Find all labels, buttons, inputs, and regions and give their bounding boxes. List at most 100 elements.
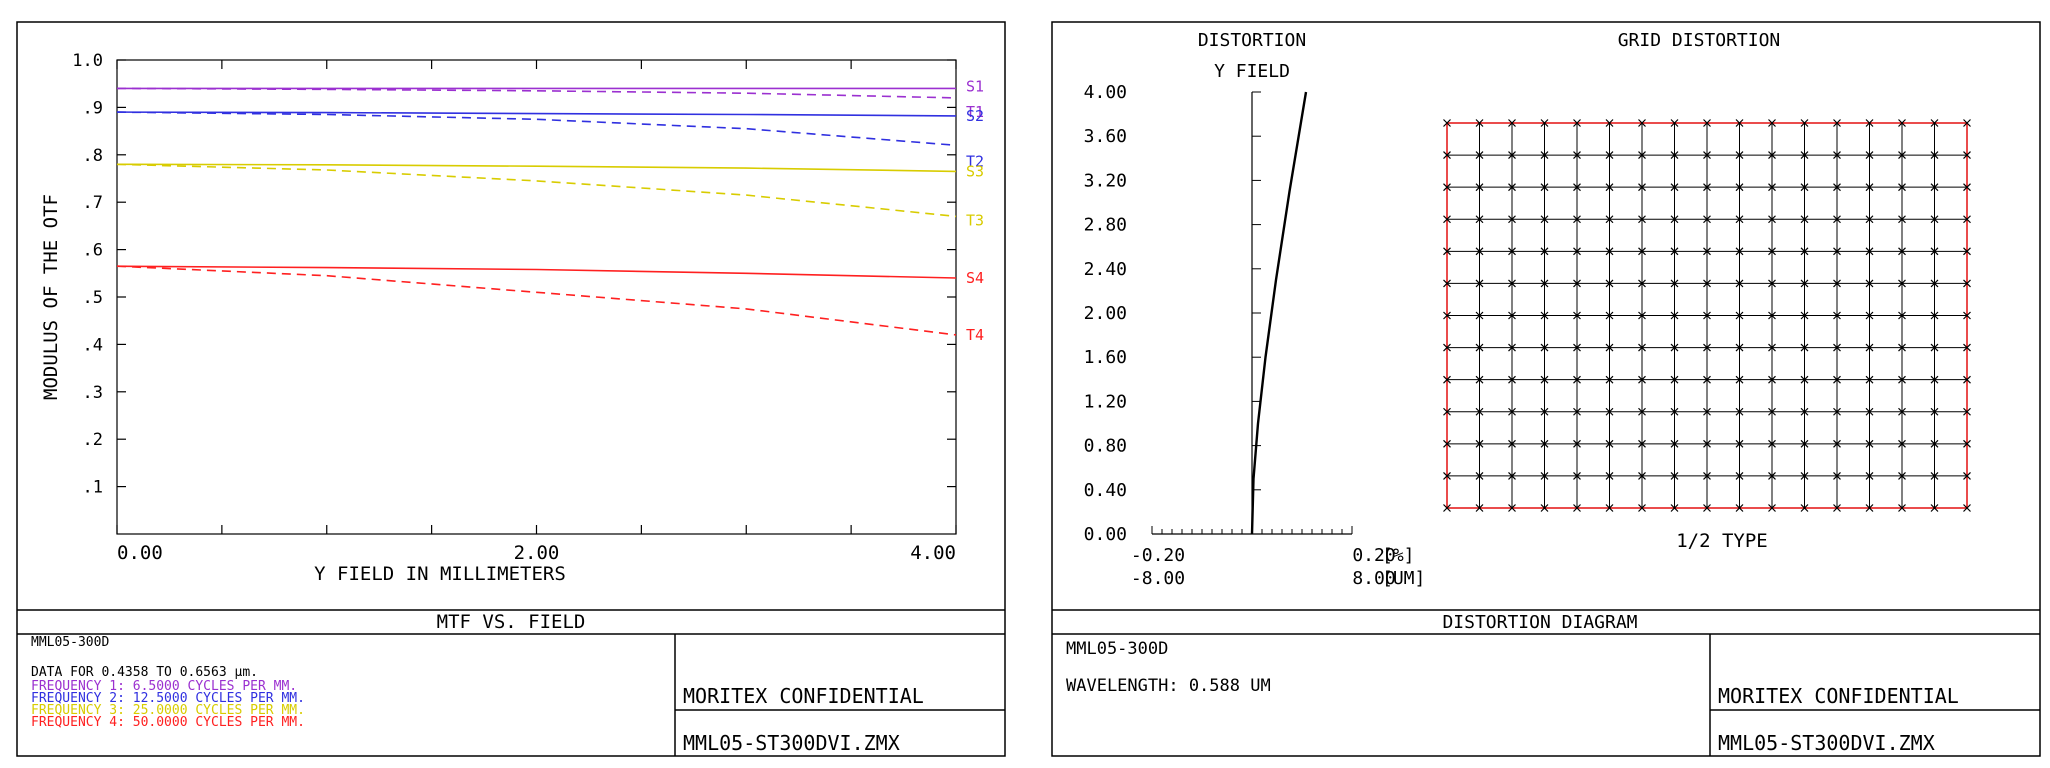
grid-point-marker [1833,439,1841,448]
grid-point-marker [1898,504,1906,512]
grid-point-marker [1963,183,1971,192]
grid-point-marker [1638,375,1646,384]
grid-point-marker [1670,471,1679,480]
grid-point-marker [1930,343,1939,352]
distortion-footer-title: DISTORTION DIAGRAM [1442,612,1637,633]
grid-point-marker [1898,439,1906,448]
grid-point-marker [1540,279,1549,288]
grid-point-marker [1898,471,1906,480]
y-tick-label: 3.60 [1084,126,1127,147]
grid-point-marker [1605,247,1614,256]
frequency-line: FREQUENCY 4: 50.0000 CYCLES PER MM. [31,715,305,730]
grid-point-marker [1443,247,1451,256]
grid-point-marker [1638,151,1646,160]
grid-point-marker [1540,247,1549,256]
frequency-list: FREQUENCY 1: 6.5000 CYCLES PER MM.FREQUE… [31,679,305,730]
grid-point-marker [1703,407,1711,416]
grid-point-marker [1930,247,1939,256]
grid-point-marker [1963,279,1971,288]
grid-point-marker [1443,407,1451,416]
mtf-axes: 1.0 .9 .8 .7 .6 .5 .4 .3 .2 .1 0.00 2.00 4.00 [72,51,957,564]
grid-point-marker [1963,311,1971,320]
grid-point-marker [1573,407,1581,416]
x-tick-label: 2.00 [514,542,560,564]
grid-point-marker [1475,183,1484,192]
mtf-series-line-t4 [116,265,957,336]
grid-point-marker [1898,151,1906,160]
grid-point-marker [1963,439,1971,448]
grid-point-marker [1768,183,1776,192]
grid-point-marker [1573,439,1581,448]
series-label: T4 [966,326,984,344]
y-tick-label: .8 [83,146,103,166]
grid-point-marker [1475,343,1484,352]
grid-point-marker [1703,119,1711,127]
grid-point-marker [1605,504,1614,512]
grid-point-marker [1605,215,1614,224]
mtf-series-line-t3 [116,163,957,218]
grid-point-marker [1703,504,1711,512]
grid-point-marker [1930,439,1939,448]
grid-point-marker [1833,247,1841,256]
grid-point-marker [1443,119,1451,127]
grid-point-marker [1963,343,1971,352]
grid-point-marker [1475,439,1484,448]
grid-point-marker [1508,439,1516,448]
y-tick-label: 0.40 [1084,480,1127,501]
grid-point-marker [1475,215,1484,224]
grid-point-marker [1768,247,1776,256]
grid-point-marker [1443,279,1451,288]
grid-point-marker [1800,471,1809,480]
grid-point-marker [1833,183,1841,192]
grid-point-marker [1898,407,1906,416]
mtf-series-line-t1 [116,87,957,99]
grid-point-marker [1833,279,1841,288]
grid-point-marker [1800,183,1809,192]
series-label: T2 [966,152,984,170]
grid-point-marker [1963,407,1971,416]
grid-point-marker [1475,151,1484,160]
y-tick-label: 2.00 [1084,303,1127,324]
grid-point-marker [1735,343,1744,352]
grid-point-marker [1898,343,1906,352]
grid-point-marker [1508,471,1516,480]
grid-point-marker [1930,215,1939,224]
grid-point-marker [1670,119,1679,127]
grid-point-marker [1963,119,1971,127]
grid-point-marker [1833,343,1841,352]
grid-point-marker [1573,215,1581,224]
series-label: S2 [966,107,984,125]
grid-point-marker [1800,407,1809,416]
grid-point-marker [1865,471,1874,480]
grid-point-marker [1768,119,1776,127]
grid-point-marker [1865,247,1874,256]
y-tick-label: .6 [83,241,103,261]
grid-point-marker [1540,215,1549,224]
grid-point-marker [1768,439,1776,448]
grid-point-marker [1638,247,1646,256]
y-tick-label: 1.20 [1084,391,1127,412]
grid-point-marker [1475,119,1484,127]
grid-point-marker [1638,407,1646,416]
distortion-wavelength: WAVELENGTH: 0.588 UM [1066,676,1271,696]
grid-point-marker [1508,504,1516,512]
grid-point-marker [1670,279,1679,288]
grid-point-marker [1573,247,1581,256]
grid-point-marker [1443,311,1451,320]
grid-point-marker [1865,183,1874,192]
grid-point-marker [1573,343,1581,352]
grid-point-marker [1930,151,1939,160]
y-tick-label: 4.00 [1084,82,1127,103]
grid-point-marker [1735,247,1744,256]
x-tick-label: [UM] [1382,568,1425,589]
grid-point-marker [1670,375,1679,384]
grid-point-marker [1800,119,1809,127]
grid-point-marker [1605,119,1614,127]
grid-point-marker [1475,311,1484,320]
grid-point-marker [1930,183,1939,192]
grid-point-marker [1670,343,1679,352]
grid-point-marker [1800,504,1809,512]
y-tick-label: 3.20 [1084,170,1127,191]
